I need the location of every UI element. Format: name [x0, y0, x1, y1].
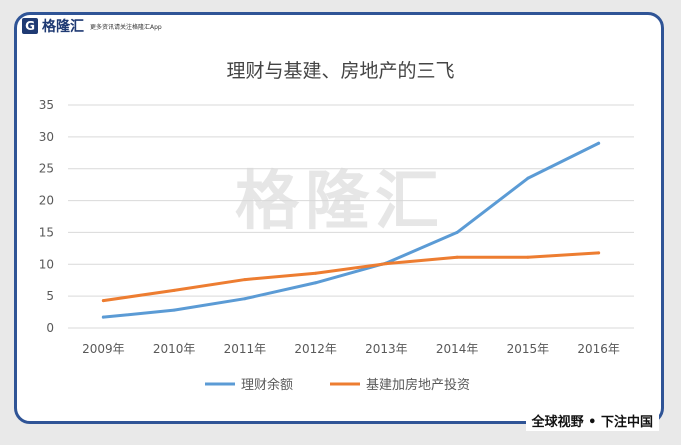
logo: G 格隆汇 更多资讯请关注格隆汇App — [22, 16, 162, 36]
x-tick-label: 2015年 — [507, 342, 550, 356]
y-tick-label: 30 — [39, 130, 54, 144]
chart-frame — [14, 12, 664, 424]
data-point — [526, 255, 530, 259]
footer-slogan: 全球视野 • 下注中国 — [525, 410, 659, 431]
y-tick-label: 25 — [39, 162, 54, 176]
legend: 理财余额 基建加房地产投资 — [205, 377, 470, 393]
data-point — [526, 176, 530, 180]
data-point — [172, 308, 176, 312]
data-point — [243, 278, 247, 282]
logo-tagline: 更多资讯请关注格隆汇App — [90, 23, 162, 31]
y-tick-label: 0 — [46, 321, 54, 335]
data-point — [101, 299, 105, 303]
data-point — [172, 288, 176, 292]
data-point — [314, 281, 318, 285]
y-tick-label: 5 — [46, 289, 54, 303]
data-point — [597, 141, 601, 145]
data-point — [101, 315, 105, 319]
grid-lines — [68, 104, 634, 329]
x-tick-label: 2009年 — [82, 342, 125, 356]
x-tick-label: 2016年 — [577, 342, 620, 356]
legend-label: 基建加房地产投资 — [366, 377, 470, 393]
series-line-2 — [101, 251, 601, 303]
data-point — [455, 230, 459, 234]
y-axis-ticks: 0 5 10 15 20 25 30 35 — [39, 98, 54, 335]
logo-name: 格隆汇 — [42, 19, 84, 35]
series-lines — [101, 141, 601, 319]
x-tick-label: 2013年 — [365, 342, 408, 356]
logo-mark: G — [22, 18, 38, 34]
legend-label: 理财余额 — [241, 377, 293, 393]
y-tick-label: 15 — [39, 225, 54, 239]
y-tick-label: 35 — [39, 98, 54, 112]
data-point — [455, 255, 459, 259]
x-tick-label: 2014年 — [436, 342, 479, 356]
y-tick-label: 10 — [39, 257, 54, 271]
data-point — [597, 251, 601, 255]
x-axis-ticks: 2009年 2010年 2011年 2012年 2013年 2014年 2015年 2016年 — [82, 342, 620, 356]
x-tick-label: 2011年 — [224, 342, 267, 356]
data-point — [314, 271, 318, 275]
data-point — [243, 297, 247, 301]
chart-title: 理财与基建、房地产的三飞 — [226, 60, 455, 82]
x-tick-label: 2012年 — [294, 342, 337, 356]
series-line-1 — [101, 141, 601, 319]
x-tick-label: 2010年 — [153, 342, 196, 356]
data-point — [384, 262, 388, 266]
y-tick-label: 20 — [39, 194, 54, 208]
